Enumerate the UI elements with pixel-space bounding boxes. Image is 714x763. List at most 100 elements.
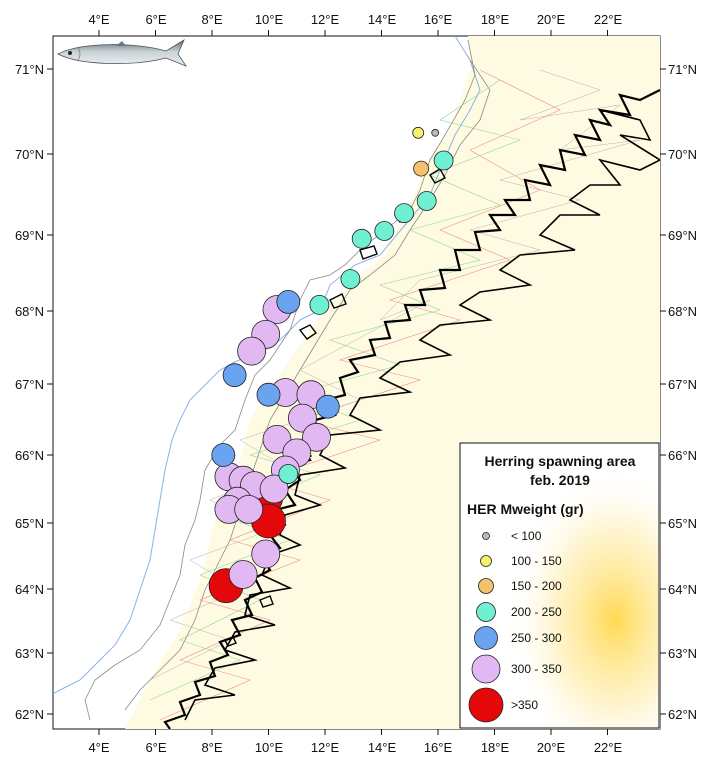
x-tick-label: 14°E xyxy=(368,12,397,27)
sample-point xyxy=(259,474,289,504)
legend-item: >350 xyxy=(468,687,538,723)
legend-item: 300 - 350 xyxy=(471,654,562,684)
y-tick-label: 63°N xyxy=(668,646,697,661)
y-axis-labels-right: 71°N 70°N 69°N 68°N 67°N 66°N 65°N 64°N … xyxy=(668,62,697,722)
x-tick-label: 6°E xyxy=(145,12,166,27)
y-tick-label: 69°N xyxy=(668,228,697,243)
x-tick-label: 14°E xyxy=(368,740,397,755)
sample-point xyxy=(309,294,330,315)
x-tick-label: 22°E xyxy=(594,12,623,27)
legend-subtitle: feb. 2019 xyxy=(530,472,590,488)
x-tick-label: 6°E xyxy=(145,740,166,755)
survey-track-grey xyxy=(149,69,641,681)
legend-label: 300 - 350 xyxy=(511,662,562,676)
legend-label: 150 - 200 xyxy=(511,579,562,593)
sample-point xyxy=(256,382,281,407)
sample-point xyxy=(276,289,301,314)
y-tick-label: 71°N xyxy=(668,62,697,77)
y-tick-label: 66°N xyxy=(15,448,44,463)
legend-swatch xyxy=(471,654,501,684)
legend-item: 150 - 200 xyxy=(478,578,562,594)
x-tick-label: 18°E xyxy=(481,740,510,755)
y-tick-label: 63°N xyxy=(15,646,44,661)
y-tick-label: 70°N xyxy=(15,147,44,162)
legend-label: < 100 xyxy=(511,529,542,543)
x-tick-label: 8°E xyxy=(201,740,222,755)
legend-item: 200 - 250 xyxy=(476,602,562,622)
legend-variable: HER Mweight (gr) xyxy=(467,501,584,517)
axis-ticks xyxy=(47,30,666,735)
herring-fish-icon xyxy=(57,39,188,67)
y-tick-label: 69°N xyxy=(15,228,44,243)
legend-item: 250 - 300 xyxy=(474,626,562,650)
legend-swatch xyxy=(482,532,490,540)
x-tick-label: 20°E xyxy=(537,740,566,755)
legend-item: 100 - 150 xyxy=(480,554,562,568)
x-axis-labels-bottom: 4°E 6°E 8°E 10°E 12°E 14°E 16°E 18°E 20°… xyxy=(88,740,622,755)
sample-point xyxy=(237,336,267,366)
y-tick-label: 66°N xyxy=(668,448,697,463)
legend-swatch xyxy=(476,602,496,622)
y-tick-label: 62°N xyxy=(15,707,44,722)
x-tick-label: 10°E xyxy=(255,12,284,27)
legend-swatch xyxy=(478,578,494,594)
sample-point xyxy=(374,221,395,241)
legend-label: >350 xyxy=(511,698,538,712)
y-tick-label: 70°N xyxy=(668,147,697,162)
y-tick-label: 65°N xyxy=(15,516,44,531)
coastline-fjords xyxy=(184,109,660,721)
legend-items: < 100 100 - 150 150 - 200 200 - 250 250 - 30… xyxy=(468,529,562,723)
legend-label: 250 - 300 xyxy=(511,631,562,645)
x-tick-label: 10°E xyxy=(255,740,284,755)
y-tick-label: 68°N xyxy=(668,304,697,319)
sample-point xyxy=(416,191,437,211)
y-tick-label: 68°N xyxy=(15,304,44,319)
x-axis-labels-top: 4°E 6°E 8°E 10°E 12°E 14°E 16°E 18°E 20°… xyxy=(88,12,622,27)
legend: Herring spawning area feb. 2019 HER Mwei… xyxy=(459,442,660,729)
y-tick-label: 67°N xyxy=(15,377,44,392)
x-tick-label: 8°E xyxy=(201,12,222,27)
sample-point xyxy=(234,494,264,524)
x-tick-label: 4°E xyxy=(88,12,109,27)
legend-swatch xyxy=(480,555,492,567)
sample-point xyxy=(222,363,247,388)
x-tick-label: 16°E xyxy=(424,740,453,755)
y-tick-label: 71°N xyxy=(15,62,44,77)
sample-points xyxy=(208,126,454,604)
legend-title: Herring spawning area xyxy=(485,453,636,469)
x-tick-label: 18°E xyxy=(481,12,510,27)
shelf-contour-line xyxy=(84,39,476,721)
legend-swatch xyxy=(468,687,504,723)
legend-item: < 100 xyxy=(482,529,542,543)
y-tick-label: 64°N xyxy=(15,582,44,597)
legend-label: 100 - 150 xyxy=(511,554,562,568)
sample-point xyxy=(394,203,415,224)
sample-point xyxy=(211,443,236,467)
y-tick-label: 67°N xyxy=(668,377,697,392)
sample-point xyxy=(351,228,372,249)
sample-point xyxy=(315,394,340,419)
sample-point xyxy=(433,150,454,171)
sample-point xyxy=(278,464,299,484)
x-tick-label: 22°E xyxy=(594,740,623,755)
y-tick-label: 65°N xyxy=(668,516,697,531)
y-axis-labels-left: 71°N 70°N 69°N 68°N 67°N 66°N 65°N 64°N … xyxy=(15,62,44,722)
sample-point xyxy=(340,269,361,290)
coastline xyxy=(163,89,660,729)
legend-label: 200 - 250 xyxy=(511,605,562,619)
x-tick-label: 4°E xyxy=(88,740,109,755)
x-tick-label: 12°E xyxy=(311,740,340,755)
x-tick-label: 16°E xyxy=(424,12,453,27)
sample-point xyxy=(228,560,258,589)
x-tick-label: 12°E xyxy=(311,12,340,27)
y-tick-label: 64°N xyxy=(668,582,697,597)
sample-point xyxy=(413,160,430,177)
y-tick-label: 62°N xyxy=(668,707,697,722)
sample-point xyxy=(302,422,331,452)
sample-point xyxy=(412,126,425,139)
legend-swatch xyxy=(474,626,498,650)
sample-point xyxy=(431,128,440,137)
depth-contour-line xyxy=(53,36,481,695)
x-tick-label: 20°E xyxy=(537,12,566,27)
